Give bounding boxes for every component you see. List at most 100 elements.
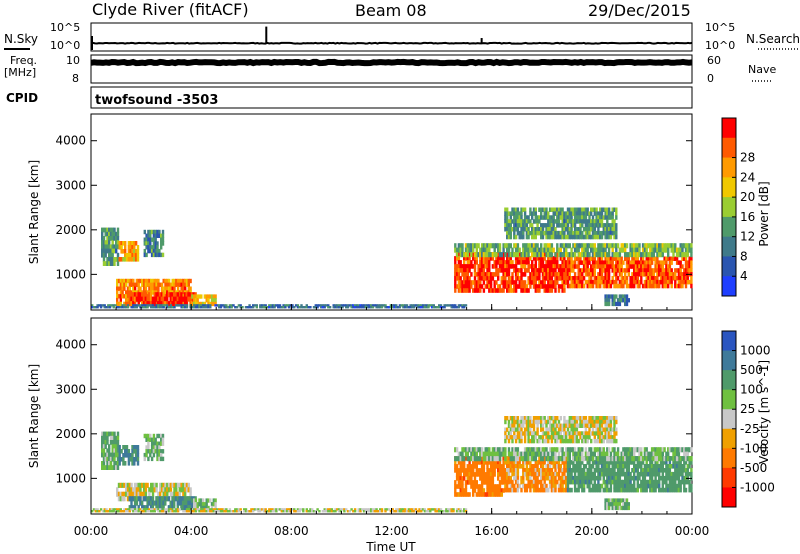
heat-cell-8	[529, 487, 532, 493]
heat-cell-6	[395, 510, 398, 513]
heat-cell-0	[108, 240, 111, 245]
heat-cell-7	[502, 464, 505, 469]
heat-cell-9	[683, 479, 686, 485]
heat-cell-9	[613, 464, 616, 469]
heat-cell-6	[436, 510, 439, 513]
heat-cell-9	[577, 483, 580, 489]
heat-cell-10	[541, 223, 545, 228]
heat-cell-11	[520, 427, 523, 432]
heat-cell-9	[633, 243, 636, 249]
heat-cell-11	[514, 427, 518, 432]
heat-cell-10	[559, 456, 562, 462]
heat-cell-11	[522, 423, 525, 428]
heat-cell-5	[191, 294, 194, 299]
heat-cell-9	[681, 247, 684, 253]
heat-cell-8	[577, 272, 580, 277]
heat-cell-2	[149, 433, 152, 439]
heat-cell-7	[506, 264, 509, 269]
heat-cell-6	[271, 510, 275, 513]
heat-cell-9	[683, 475, 686, 481]
heat-cell-7	[548, 268, 552, 273]
heat-cell-10	[604, 456, 607, 462]
heat-cell-9	[568, 468, 571, 473]
heat-cell-7	[468, 276, 471, 281]
heat-cell-10	[506, 234, 509, 240]
heat-cell-8	[527, 460, 530, 465]
heat-cell-7	[479, 264, 482, 269]
heat-cell-10	[556, 215, 559, 220]
heat-cell-2	[150, 456, 154, 462]
heat-cell-10	[536, 230, 539, 236]
heat-cell-8	[627, 272, 630, 277]
heat-cell-7	[461, 264, 464, 269]
heat-cell-9	[529, 243, 532, 249]
heat-cell-7	[525, 260, 529, 265]
heat-cell-10	[532, 447, 536, 453]
heat-cell-8	[563, 468, 566, 473]
heat-cell-9	[584, 456, 588, 461]
heat-cell-9	[511, 247, 514, 253]
heat-cell-9	[647, 483, 650, 489]
heat-cell-7	[463, 264, 466, 269]
heat-cell-0	[116, 465, 120, 470]
heat-cell-8	[668, 268, 672, 273]
heat-cell-9	[463, 252, 466, 258]
heat-cell-4	[178, 500, 181, 506]
heat-cell-9	[572, 252, 575, 258]
cpid-panel	[90, 86, 693, 109]
heat-cell-9	[681, 243, 684, 249]
heat-cell-4	[149, 505, 153, 511]
heat-cell-10	[679, 456, 682, 462]
heat-cell-6	[171, 510, 174, 513]
heat-cell-8	[670, 279, 673, 285]
heat-cell-9	[602, 247, 605, 253]
heat-cell-4	[190, 296, 194, 302]
heat-cell-9	[611, 464, 614, 469]
heat-cell-6	[364, 306, 368, 309]
heat-cell-10	[600, 451, 604, 457]
heat-cell-10	[529, 451, 532, 457]
heat-cell-7	[470, 476, 473, 481]
heat-cell-10	[520, 211, 523, 216]
heat-cell-9	[600, 247, 604, 253]
heat-cell-9	[641, 247, 645, 253]
heat-cell-9	[607, 479, 611, 485]
heat-cell-7	[507, 284, 511, 289]
heat-cell-10	[566, 456, 570, 462]
heat-cell-8	[568, 283, 571, 289]
heat-cell-9	[622, 247, 625, 253]
heat-cell-9	[575, 460, 579, 465]
heat-cell-10	[652, 456, 655, 462]
heat-cell-10	[593, 451, 596, 457]
heat-cell-9	[625, 252, 629, 258]
heat-cell-8	[636, 264, 639, 269]
heat-cell-10	[543, 207, 546, 212]
heat-cell-11	[604, 294, 607, 299]
heat-cell-8	[540, 468, 543, 473]
heat-cell-8	[659, 272, 663, 277]
heat-cell-2	[150, 248, 154, 254]
heat-cell-0	[109, 236, 113, 241]
heat-cell-7	[468, 468, 471, 473]
heat-cell-6	[114, 304, 117, 307]
heat-cell-10	[548, 456, 552, 462]
heat-cell-1	[129, 249, 132, 254]
heat-cell-10	[504, 451, 507, 457]
heat-cell-2	[152, 252, 156, 258]
heat-cell-2	[149, 248, 152, 254]
heat-cell-4	[151, 296, 155, 302]
heat-cell-0	[115, 444, 118, 449]
heat-cell-10	[615, 223, 618, 228]
heat-cell-11	[561, 427, 564, 432]
heat-cell-10	[552, 227, 555, 232]
heat-cell-6	[339, 510, 342, 513]
heat-cell-6	[352, 510, 355, 513]
heat-cell-1	[120, 249, 123, 254]
heat-cell-10	[600, 456, 604, 462]
heat-cell-6	[169, 304, 173, 307]
heat-cell-0	[102, 257, 106, 262]
heat-cell-6	[362, 304, 366, 307]
heat-cell-3	[132, 491, 135, 497]
heat-cell-7	[500, 268, 503, 273]
heat-cell-8	[543, 460, 546, 465]
